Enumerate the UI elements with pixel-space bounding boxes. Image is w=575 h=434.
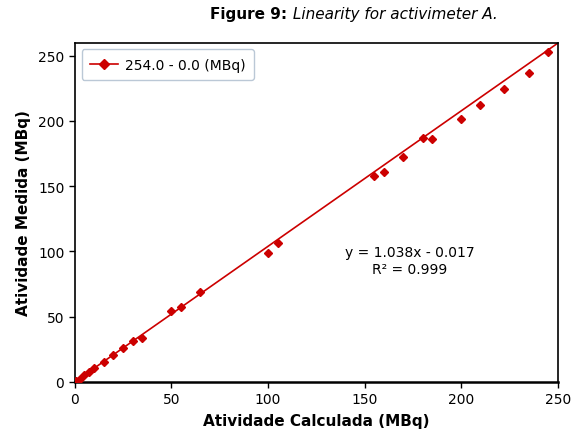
Y-axis label: Atividade Medida (MBq): Atividade Medida (MBq): [16, 110, 31, 316]
X-axis label: Atividade Calculada (MBq): Atividade Calculada (MBq): [203, 413, 430, 428]
Text: Figure 9:: Figure 9:: [210, 7, 288, 22]
Text: Linearity for activimeter A.: Linearity for activimeter A.: [288, 7, 497, 22]
Legend: 254.0 - 0.0 (MBq): 254.0 - 0.0 (MBq): [82, 50, 254, 81]
Text: y = 1.038x - 0.017
R² = 0.999: y = 1.038x - 0.017 R² = 0.999: [345, 246, 475, 276]
